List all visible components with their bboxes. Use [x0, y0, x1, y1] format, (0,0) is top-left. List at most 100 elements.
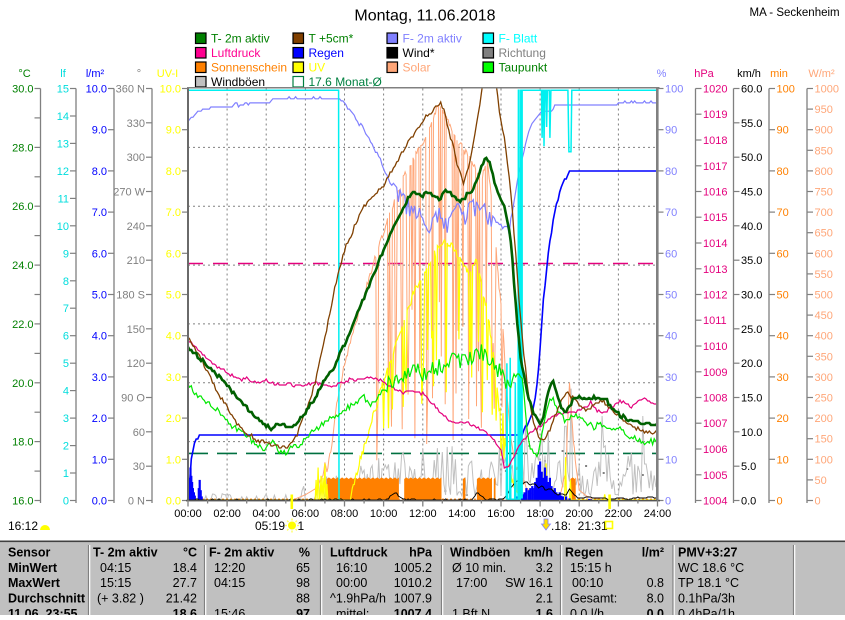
svg-text:00:00: 00:00: [336, 576, 367, 590]
svg-text:40.0: 40.0: [741, 221, 762, 233]
svg-text:4.0: 4.0: [166, 331, 181, 343]
svg-text:1000: 1000: [815, 84, 839, 96]
svg-text:900: 900: [815, 125, 833, 137]
svg-text:05:19: 05:19: [255, 519, 285, 533]
svg-text:850: 850: [815, 145, 833, 157]
svg-text:26.0: 26.0: [12, 201, 33, 213]
svg-text:08:00: 08:00: [331, 508, 359, 520]
svg-text:WC 18.6 °C: WC 18.6 °C: [678, 561, 744, 575]
svg-text:400: 400: [815, 331, 833, 343]
svg-text:12: 12: [57, 166, 69, 178]
svg-text:F- 2m aktiv: F- 2m aktiv: [403, 32, 462, 46]
svg-text:90: 90: [777, 125, 789, 137]
svg-text:16:12: 16:12: [8, 519, 38, 533]
svg-text:Taupunkt: Taupunkt: [499, 61, 548, 75]
svg-text:Regen: Regen: [309, 46, 344, 60]
svg-text:Richtung: Richtung: [499, 46, 546, 60]
svg-text:450: 450: [815, 310, 833, 322]
svg-text:30: 30: [777, 372, 789, 384]
svg-text:17.6 Monat-Ø: 17.6 Monat-Ø: [309, 75, 382, 89]
svg-text:1017: 1017: [703, 161, 727, 173]
svg-text:150: 150: [127, 324, 145, 336]
svg-text:1009: 1009: [703, 367, 727, 379]
svg-text:1007.9: 1007.9: [394, 591, 432, 605]
svg-text:lf: lf: [60, 68, 66, 80]
svg-text:1008: 1008: [703, 393, 727, 405]
svg-text:1004: 1004: [703, 496, 727, 508]
svg-text:Durchschnitt: Durchschnitt: [8, 591, 86, 605]
svg-text:Solar: Solar: [403, 61, 431, 75]
svg-text:MA - Seckenheim: MA - Seckenheim: [750, 7, 840, 19]
svg-text:TP 18.1 °C: TP 18.1 °C: [678, 576, 739, 590]
svg-text:9: 9: [63, 248, 69, 260]
svg-text:2.0: 2.0: [92, 413, 107, 425]
svg-text:1011: 1011: [703, 315, 727, 327]
svg-text:0: 0: [777, 496, 783, 508]
svg-text:6: 6: [63, 331, 69, 343]
svg-text:7: 7: [63, 303, 69, 315]
svg-text:1007: 1007: [703, 418, 727, 430]
svg-text:1 Bft N: 1 Bft N: [452, 607, 490, 615]
svg-text:210: 210: [127, 255, 145, 267]
svg-text:%: %: [299, 546, 310, 560]
svg-text:02:00: 02:00: [213, 508, 241, 520]
svg-text:UV: UV: [309, 61, 326, 75]
svg-text:10: 10: [57, 221, 69, 233]
svg-text:25.0: 25.0: [741, 324, 762, 336]
svg-text:55.0: 55.0: [741, 118, 762, 130]
svg-text:700: 700: [815, 207, 833, 219]
svg-text:11: 11: [58, 193, 69, 205]
svg-text:24.0: 24.0: [12, 260, 33, 272]
svg-text:3: 3: [63, 413, 69, 425]
svg-text:15:46: 15:46: [214, 607, 245, 615]
svg-text:00:10: 00:10: [572, 576, 603, 590]
svg-text:Montag, 11.06.2018: Montag, 11.06.2018: [354, 8, 495, 25]
svg-text:°C: °C: [18, 68, 30, 80]
svg-text:70: 70: [777, 207, 789, 219]
svg-text:8.0: 8.0: [647, 591, 664, 605]
svg-text:17:00: 17:00: [456, 576, 487, 590]
svg-text:1.0: 1.0: [166, 454, 181, 466]
svg-text:hPa: hPa: [409, 546, 433, 560]
svg-text:^1.9hPa/h: ^1.9hPa/h: [330, 591, 386, 605]
svg-text:16.0: 16.0: [12, 496, 33, 508]
svg-text:1020: 1020: [703, 84, 727, 96]
svg-text:21.42: 21.42: [166, 591, 197, 605]
svg-text:60: 60: [133, 427, 145, 439]
svg-text:T- 2m aktiv: T- 2m aktiv: [211, 32, 270, 46]
svg-text:1.6: 1.6: [536, 607, 553, 615]
svg-text:1019: 1019: [703, 109, 727, 121]
svg-text:50: 50: [777, 290, 789, 302]
svg-text:65: 65: [296, 561, 310, 575]
svg-text:1012: 1012: [703, 290, 727, 302]
svg-text:180 S: 180 S: [116, 290, 145, 302]
svg-text:3.2: 3.2: [536, 561, 553, 575]
svg-text:5.0: 5.0: [741, 461, 756, 473]
svg-text:7.0: 7.0: [92, 207, 107, 219]
svg-text:500: 500: [815, 290, 833, 302]
svg-text:12:20: 12:20: [214, 561, 245, 575]
svg-text:1: 1: [298, 519, 305, 533]
svg-text:80: 80: [777, 166, 789, 178]
svg-text:98: 98: [296, 576, 310, 590]
svg-text:0.0: 0.0: [166, 496, 181, 508]
svg-text:2: 2: [63, 441, 69, 453]
svg-text:(+ 3.82 ): (+ 3.82 ): [97, 591, 144, 605]
svg-text:°C: °C: [183, 546, 197, 560]
svg-text:MaxWert: MaxWert: [8, 576, 61, 590]
svg-text:30: 30: [665, 372, 677, 384]
svg-text:2.0: 2.0: [166, 413, 181, 425]
svg-text:Sonnenschein: Sonnenschein: [211, 61, 287, 75]
svg-text:0.8: 0.8: [647, 576, 664, 590]
svg-text:km/h: km/h: [524, 546, 553, 560]
svg-text:Windböen: Windböen: [450, 546, 510, 560]
svg-text:km/h: km/h: [737, 68, 761, 80]
svg-text:100: 100: [777, 84, 795, 96]
svg-text:Luftdruck: Luftdruck: [211, 46, 261, 60]
svg-text:UV-I: UV-I: [157, 68, 178, 80]
svg-text:24:00: 24:00: [644, 508, 672, 520]
svg-text:1015: 1015: [703, 212, 727, 224]
svg-text:0.0: 0.0: [92, 496, 107, 508]
svg-text:06:00: 06:00: [292, 508, 320, 520]
svg-text:550: 550: [815, 269, 833, 281]
